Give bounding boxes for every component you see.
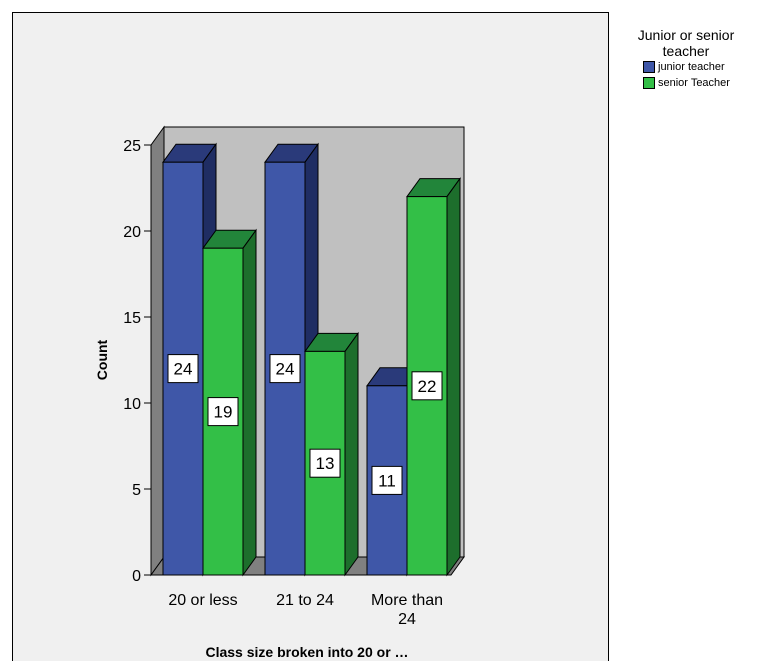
legend-label: junior teacher [658, 61, 725, 73]
data-label: 22 [418, 377, 437, 396]
bar-side [242, 228, 257, 577]
data-label: 11 [378, 471, 396, 490]
data-label: 24 [276, 360, 295, 379]
y-tick-label: 5 [132, 482, 141, 499]
data-label-box [207, 397, 239, 427]
bar-chart: 0 5 10 15 20 25 24 24 11 19 13 22 20 or less 21 to 24… [94, 125, 465, 660]
data-label: 24 [174, 360, 193, 379]
data-label-box [371, 465, 403, 495]
data-label-box [167, 354, 199, 384]
data-label: 19 [214, 403, 233, 422]
y-tick-label: 20 [123, 224, 141, 241]
legend-label: senior Teacher [658, 77, 730, 89]
legend-swatch [643, 77, 655, 89]
x-tick-label: More than [371, 592, 443, 609]
y-tick-label: 15 [123, 310, 141, 327]
x-axis-title: Class size broken into 20 or … [205, 644, 408, 660]
data-label-box [269, 354, 301, 384]
y-axis-title: Count [94, 339, 110, 380]
bar-side [344, 331, 359, 577]
y-tick-label: 25 [123, 138, 141, 155]
legend-items: junior teacher senior Teacher [616, 59, 766, 91]
chart-panel: 0 5 10 15 20 25 24 24 11 19 13 22 20 or less 21 to 24… [12, 12, 609, 661]
x-tick-label: 24 [398, 611, 416, 628]
legend: Junior or senior teacher junior teacher s… [616, 27, 766, 91]
data-label-box [411, 371, 443, 401]
legend-item: junior teacher [643, 59, 766, 75]
x-tick-label: 20 or less [168, 592, 237, 609]
x-tick-label: 21 to 24 [276, 592, 334, 609]
y-tick-label: 0 [132, 568, 141, 585]
y-tick-label: 10 [123, 396, 141, 413]
legend-title: Junior or senior teacher [637, 27, 735, 59]
legend-item: senior Teacher [643, 75, 766, 91]
bar-side [446, 177, 461, 577]
legend-swatch [643, 61, 655, 73]
data-label: 13 [316, 454, 335, 473]
left-wall [150, 125, 165, 577]
data-label-box [309, 448, 341, 478]
